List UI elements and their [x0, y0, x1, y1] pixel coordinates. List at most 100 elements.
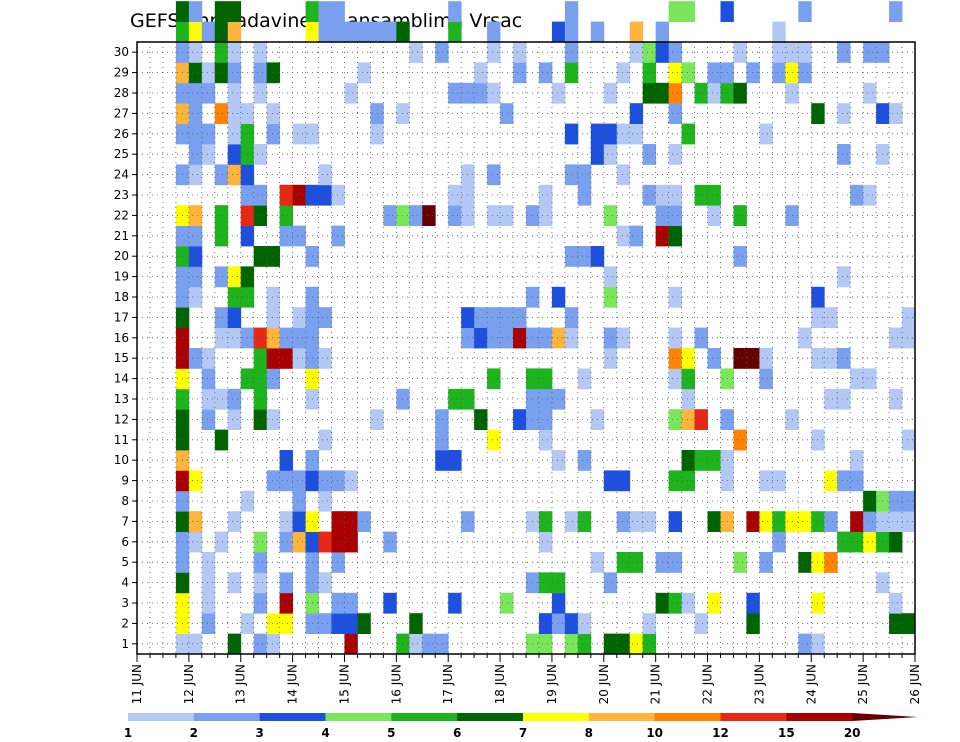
colorbar-swatch [457, 713, 524, 721]
heatmap-cell [279, 592, 293, 614]
heatmap-cell [201, 348, 216, 369]
heatmap-cell [798, 552, 812, 573]
heatmap-cell [474, 307, 488, 328]
x-tick-label: 15 JUN [337, 664, 351, 704]
heatmap-cell [266, 613, 281, 634]
heatmap-cell [214, 21, 229, 43]
heatmap-cell [227, 21, 242, 43]
heatmap-cell [759, 368, 773, 390]
heatmap-cell [603, 205, 618, 226]
heatmap-cell [292, 490, 306, 512]
heatmap-cell [694, 409, 708, 430]
heatmap-cell [331, 184, 345, 206]
colorbar-swatch [720, 713, 787, 721]
heatmap-cell [681, 450, 695, 471]
heatmap-cell [707, 62, 721, 84]
heatmap-cell [668, 511, 682, 532]
heatmap-cell [448, 388, 462, 410]
heatmap-cell [188, 1, 203, 22]
heatmap-cell [500, 103, 514, 124]
heatmap-cell [564, 123, 579, 145]
heatmap-cell [668, 409, 682, 430]
y-tick-label: 3 [121, 596, 129, 610]
colorbar-swatch [128, 713, 195, 721]
heatmap-cell [227, 307, 242, 328]
heatmap-cell [266, 246, 281, 267]
heatmap-cell [175, 21, 190, 43]
heatmap-cell [863, 82, 877, 104]
heatmap-cell [577, 613, 592, 634]
heatmap-cell [214, 103, 229, 124]
heatmap-cell [733, 429, 747, 451]
heatmap-cell [266, 327, 281, 349]
heatmap-cell [188, 144, 203, 165]
heatmap-cell [733, 82, 747, 104]
heatmap-cell [227, 511, 242, 532]
heatmap-cell [668, 144, 682, 165]
y-tick-label: 29 [114, 66, 129, 80]
colorbar-label: 6 [453, 726, 461, 740]
heatmap-cell [214, 225, 229, 247]
heatmap-cell [253, 144, 268, 165]
y-tick-label: 9 [121, 474, 129, 488]
heatmap-cell [824, 388, 838, 410]
heatmap-cell [214, 205, 229, 226]
heatmap-cell [720, 1, 734, 22]
heatmap-cell [824, 348, 838, 369]
heatmap-cell [253, 572, 268, 594]
heatmap-cell [694, 184, 708, 206]
heatmap-cell [538, 531, 553, 553]
heatmap-cell [629, 511, 644, 532]
heatmap-cell [253, 552, 268, 573]
heatmap-cell [772, 511, 786, 532]
heatmap-cell [707, 184, 721, 206]
heatmap-cell [902, 511, 916, 532]
heatmap-cell [707, 450, 721, 471]
heatmap-cell [227, 286, 242, 308]
heatmap-cell [538, 429, 553, 451]
heatmap-cell [253, 327, 268, 349]
heatmap-cell [396, 388, 410, 410]
heatmap-cell [759, 511, 773, 532]
heatmap-cell [214, 1, 229, 22]
y-tick-label: 18 [114, 290, 129, 304]
heatmap-cell [318, 307, 332, 328]
heatmap-cell [279, 184, 293, 206]
heatmap-cell [681, 368, 695, 390]
heatmap-cell [603, 633, 618, 655]
heatmap-cell [227, 633, 242, 655]
y-tick-label: 1 [121, 637, 129, 651]
heatmap-cell [253, 246, 268, 267]
heatmap-cell [551, 450, 566, 471]
heatmap-cell [668, 82, 682, 104]
heatmap-cell [227, 266, 242, 288]
heatmap-cell [331, 511, 345, 532]
heatmap-cell [383, 592, 397, 614]
heatmap-cell [266, 348, 281, 369]
heatmap-cell [629, 42, 644, 63]
heatmap-cell [188, 633, 203, 655]
heatmap-cell [889, 531, 903, 553]
heatmap-cell [292, 511, 306, 532]
heatmap-cell [214, 531, 229, 553]
heatmap-cell [538, 511, 553, 532]
colorbar-swatch [654, 713, 721, 721]
x-tick-label: 21 JUN [649, 664, 663, 704]
heatmap-cell [409, 205, 423, 226]
heatmap-cell [279, 613, 293, 634]
heatmap-cell [214, 388, 229, 410]
heatmap-cell [551, 21, 566, 43]
y-tick-label: 8 [121, 494, 129, 508]
heatmap-cell [513, 307, 527, 328]
heatmap-cell [564, 21, 579, 43]
heatmap-cell [474, 327, 488, 349]
heatmap-cell [279, 511, 293, 532]
heatmap-cell [227, 1, 242, 22]
heatmap-cell [668, 205, 682, 226]
heatmap-cell [344, 592, 358, 614]
heatmap-cell [746, 592, 760, 614]
x-tick-label: 23 JUN [752, 664, 766, 704]
colorbar-label: 20 [844, 726, 861, 740]
heatmap-cell [214, 62, 229, 84]
heatmap-cell [642, 82, 657, 104]
